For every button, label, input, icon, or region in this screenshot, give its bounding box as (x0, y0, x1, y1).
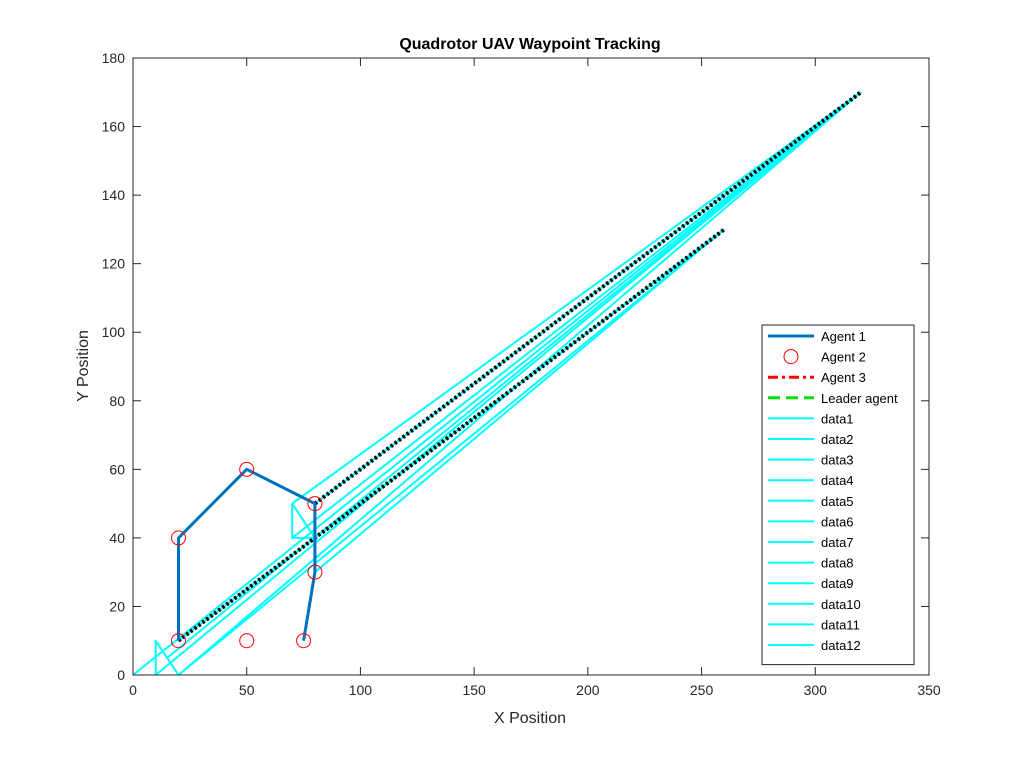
x-tick-label-6: 300 (804, 682, 828, 698)
plot-area (133, 90, 863, 675)
series-agent-2-marker-1 (170, 530, 186, 546)
legend-item-leader-agent: Leader agent (768, 391, 898, 406)
series-data1-line (133, 91, 862, 675)
legend-item-leader-agent-label: Leader agent (821, 391, 898, 406)
legend-item-data9: data9 (768, 576, 854, 591)
legend-item-data5-label: data5 (821, 494, 854, 509)
series-agent-2-marker-6 (239, 633, 255, 649)
legend-item-data11: data11 (768, 617, 860, 632)
legend-item-data10-label: data10 (821, 597, 861, 612)
series-agent-2-marker-5 (296, 633, 312, 649)
legend-item-data4-label: data4 (821, 473, 854, 488)
x-tick-label-0: 0 (129, 682, 137, 698)
y-tick-label-7: 140 (102, 187, 126, 203)
legend-item-data1: data1 (768, 411, 854, 426)
y-tick-label-5: 100 (102, 324, 126, 340)
series-unnamed-16-line (177, 227, 726, 643)
x-tick-label-1: 50 (239, 682, 255, 698)
legend-item-data1-label: data1 (821, 411, 854, 426)
x-axis-label: X Position (494, 710, 566, 727)
legend-item-data3-label: data3 (821, 453, 854, 468)
y-tick-label-6: 120 (102, 256, 126, 272)
y-tick-label-1: 20 (109, 598, 125, 614)
series-data9-line (314, 228, 725, 573)
series-data10-line (166, 91, 862, 659)
y-tick-label-2: 40 (109, 530, 125, 546)
x-tick-label-5: 250 (690, 682, 714, 698)
legend-item-data7: data7 (768, 535, 854, 550)
legend-item-data8: data8 (768, 556, 854, 571)
series-agent-2-marker-2 (239, 461, 255, 477)
legend-item-data3: data3 (768, 453, 854, 468)
y-tick-label-8: 160 (102, 119, 126, 135)
legend-item-agent-2: Agent 2 (783, 349, 866, 365)
legend-item-data9-label: data9 (821, 576, 854, 591)
legend-item-data2-label: data2 (821, 432, 854, 447)
plot-layer (133, 90, 863, 675)
chart-title: Quadrotor UAV Waypoint Tracking (399, 36, 660, 53)
y-tick-label-4: 80 (109, 393, 125, 409)
legend-item-data10: data10 (768, 597, 861, 612)
legend-item-data8-label: data8 (821, 556, 854, 571)
legend-item-agent-3: Agent 3 (768, 370, 866, 385)
legend-item-agent-2-label: Agent 2 (821, 350, 866, 365)
legend-item-data6: data6 (768, 514, 854, 529)
x-tick-label-2: 100 (349, 682, 373, 698)
legend: Agent 1 Agent 2 Agent 3 Leader agent data1 da… (761, 324, 915, 666)
legend-box (761, 324, 915, 666)
legend-item-agent-2-swatch (783, 349, 799, 365)
series-agent-2-marker-4 (307, 564, 323, 580)
axes-layer: 0 50 100 150 200 250 300 350 0 20 40 60 80 100 120 140 1… (102, 50, 941, 698)
x-tick-label-4: 200 (576, 682, 600, 698)
legend-item-data12: data12 (768, 638, 861, 653)
y-axis-label: Y Position (75, 330, 92, 402)
legend-item-data7-label: data7 (821, 535, 854, 550)
series-agent-1-line (177, 467, 317, 641)
legend-item-agent-1-label: Agent 1 (821, 329, 866, 344)
series-agent-2-marker-3 (307, 496, 323, 512)
y-tick-label-0: 0 (117, 667, 125, 683)
legend-item-data11-label: data11 (821, 617, 860, 632)
legend-item-agent-1: Agent 1 (768, 329, 866, 344)
legend-item-data12-label: data12 (821, 638, 861, 653)
series-data3-line (155, 91, 862, 675)
x-tick-label-3: 150 (462, 682, 486, 698)
legend-item-agent-3-label: Agent 3 (821, 370, 866, 385)
legend-item-data6-label: data6 (821, 514, 854, 529)
series-data4-line (177, 228, 725, 675)
legend-item-data4: data4 (768, 473, 854, 488)
x-tick-label-7: 350 (917, 682, 941, 698)
axes-box (132, 57, 930, 676)
series-unnamed-17-line (313, 90, 863, 506)
y-tick-label-9: 180 (102, 50, 126, 66)
legend-item-data5: data5 (768, 494, 854, 509)
series-data6-line (291, 91, 862, 505)
series-agent-2-marker-0 (170, 633, 186, 649)
legend-item-data2: data2 (768, 432, 854, 447)
y-tick-label-3: 60 (109, 461, 125, 477)
